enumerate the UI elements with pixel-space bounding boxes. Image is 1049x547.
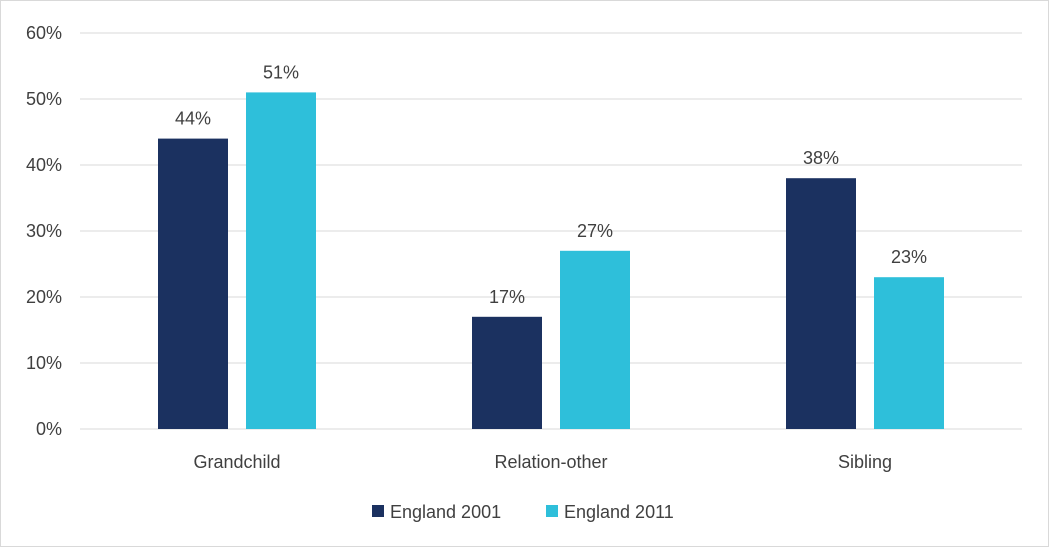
data-label: 51% bbox=[263, 62, 299, 82]
bar-relation-other-2011 bbox=[560, 250, 630, 429]
legend: England 2001 England 2011 bbox=[372, 502, 674, 522]
legend-swatch bbox=[546, 505, 558, 517]
y-tick-label: 20% bbox=[26, 287, 62, 307]
data-label: 17% bbox=[489, 287, 525, 307]
y-tick-label: 30% bbox=[26, 221, 62, 241]
y-axis-ticks: 0% 10% 20% 30% 40% 50% 60% bbox=[26, 23, 62, 439]
bars bbox=[158, 92, 944, 430]
bar-sibling-2001 bbox=[786, 178, 856, 429]
bar-grandchild-2001 bbox=[158, 138, 228, 429]
y-tick-label: 60% bbox=[26, 23, 62, 43]
data-label: 38% bbox=[803, 148, 839, 168]
legend-label: England 2001 bbox=[390, 502, 501, 522]
gridlines bbox=[80, 32, 1022, 430]
bar-sibling-2011 bbox=[874, 277, 944, 429]
data-label: 23% bbox=[891, 247, 927, 267]
bar-grandchild-2011 bbox=[246, 92, 316, 430]
category-label: Grandchild bbox=[193, 452, 280, 472]
y-tick-label: 0% bbox=[36, 419, 62, 439]
legend-label: England 2011 bbox=[564, 502, 674, 522]
bar-relation-other-2001 bbox=[472, 316, 542, 429]
y-tick-label: 40% bbox=[26, 155, 62, 175]
x-axis-categories: Grandchild Relation-other Sibling bbox=[193, 452, 892, 472]
legend-swatch bbox=[372, 505, 384, 517]
category-label: Relation-other bbox=[494, 452, 607, 472]
data-label: 27% bbox=[577, 221, 613, 241]
category-label: Sibling bbox=[838, 452, 892, 472]
y-tick-label: 10% bbox=[26, 353, 62, 373]
data-labels: 44% 51% 17% 27% 38% 23% bbox=[175, 62, 927, 306]
y-tick-label: 50% bbox=[26, 89, 62, 109]
data-label: 44% bbox=[175, 109, 211, 129]
